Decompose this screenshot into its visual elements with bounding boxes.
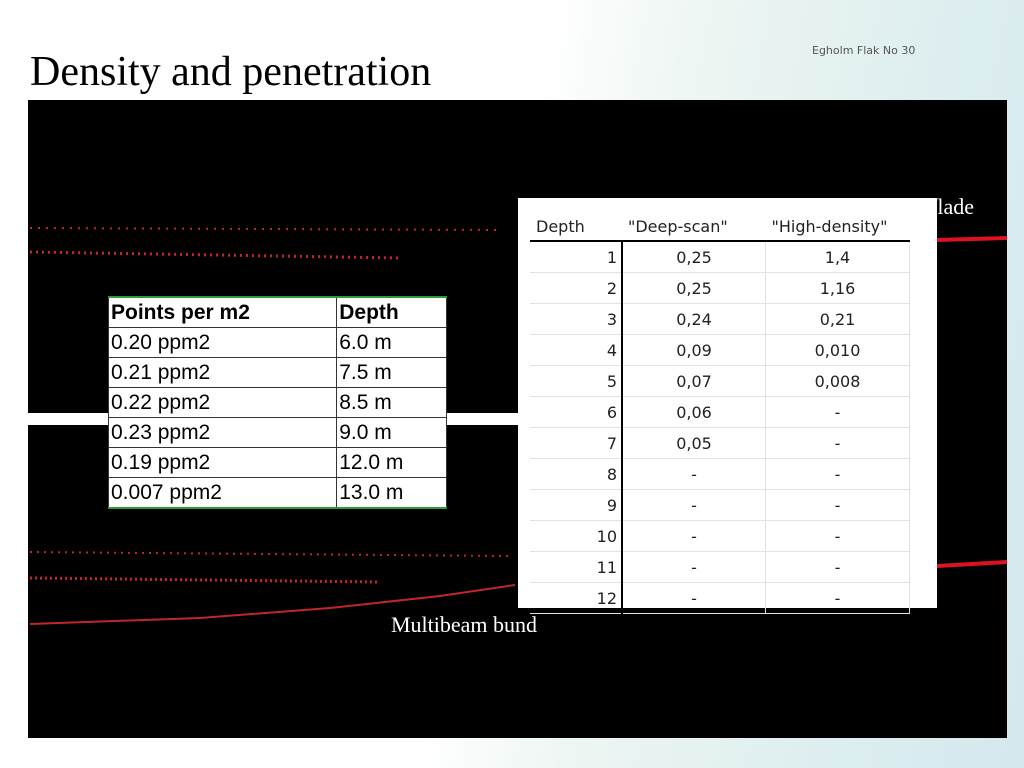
cell: - (765, 582, 910, 614)
points (29, 551, 511, 557)
points (29, 576, 381, 584)
cell: 0,09 (622, 334, 766, 366)
cell: 4 (530, 334, 623, 366)
cell: - (765, 396, 910, 428)
cell: 3 (530, 303, 623, 335)
cell: 8 (530, 458, 623, 490)
header-cell: Depth (336, 296, 447, 328)
row: 0.20 ppm2 6.0 m (107, 327, 447, 358)
cell: 0,008 (765, 365, 910, 397)
depth-table: Depth "Deep-scan" "High-density" 1 0,25 1,4 2 0… (530, 212, 910, 614)
cell: 1,16 (765, 272, 910, 304)
header-cell: "Deep-scan" (622, 212, 766, 242)
cell: 0,25 (622, 241, 766, 273)
cell: 9.0 m (336, 417, 447, 448)
row: 7 0,05- (530, 427, 910, 459)
row: 4 0,09 0,010 (530, 334, 910, 366)
row: 1 0,25 1,4 (530, 241, 910, 273)
row: 0.007 ppm2 13.0 m (107, 477, 447, 509)
cell: - (622, 458, 766, 490)
points (29, 227, 501, 231)
row: 11- - (530, 551, 910, 583)
cell: - (622, 520, 766, 552)
label: Multibeam bund (391, 612, 538, 637)
cell: 0,06 (622, 396, 766, 428)
header-cell: Depth (530, 212, 622, 242)
cell: 0,21 (765, 303, 910, 335)
row: 10- - (530, 520, 910, 552)
density-table: Points per m2 Depth 0.20 ppm2 6.0 m 0.21 ppm… (107, 296, 447, 509)
row: 6 0,06- (530, 396, 910, 428)
depth-table-image: Depth "Deep-scan" "High-density" 1 0,25 1,4 2 0… (518, 198, 937, 614)
cell: 11 (530, 551, 623, 583)
row: 9-- (530, 489, 910, 521)
cell: 0.21 ppm2 (107, 357, 338, 388)
row: 0.19 ppm2 12.0 m (107, 447, 447, 478)
cell: 0,010 (765, 334, 910, 366)
cell: 6 (530, 396, 623, 428)
cell: - (622, 582, 766, 614)
points (936, 560, 1008, 568)
row: 12- - (530, 582, 910, 614)
cell: 0.19 ppm2 (107, 447, 338, 478)
cell: - (622, 489, 766, 521)
row: 2 0,25 1,16 (530, 272, 910, 304)
cell: 1,4 (765, 241, 910, 273)
cell: 12.0 m (336, 447, 447, 478)
cell: 8.5 m (336, 387, 447, 418)
cell: 0,05 (622, 427, 766, 459)
slide-title: Density and penetration (30, 49, 432, 95)
row: 0.22 ppm2 8.5 m (107, 387, 447, 418)
header-cell: Points per m2 (107, 296, 338, 328)
row: 0.23 ppm2 9.0 m (107, 417, 447, 448)
cell: 0.22 ppm2 (107, 387, 338, 418)
cell: 2 (530, 272, 623, 304)
cell: 7 (530, 427, 623, 459)
points (29, 584, 516, 625)
label: flade (930, 194, 974, 219)
map-label: Egholm Flak No 30 (812, 44, 916, 57)
cell: 5 (530, 365, 623, 397)
cell: 13.0 m (336, 477, 447, 509)
cell: 9 (530, 489, 623, 521)
cell: - (765, 520, 910, 552)
cell: 0,24 (622, 303, 766, 335)
row: 3 0,24 0,21 (530, 303, 910, 335)
cell: - (765, 458, 910, 490)
points (936, 236, 1008, 242)
cell: 0,25 (622, 272, 766, 304)
cell: 6.0 m (336, 327, 447, 358)
cell: - (622, 551, 766, 583)
cell: 0.20 ppm2 (107, 327, 338, 358)
cell: 12 (530, 582, 623, 614)
points (29, 250, 401, 260)
header-cell: "High-density" (765, 212, 910, 242)
cell: - (765, 427, 910, 459)
cell: 0.007 ppm2 (107, 477, 338, 509)
cell: 1 (530, 241, 623, 273)
cell: 0.23 ppm2 (107, 417, 338, 448)
cell: - (765, 489, 910, 521)
cell: - (765, 551, 910, 583)
cell: 10 (530, 520, 623, 552)
row: 0.21 ppm2 7.5 m (107, 357, 447, 388)
cell: 7.5 m (336, 357, 447, 388)
row: 5 0,07 0,008 (530, 365, 910, 397)
cell: 0,07 (622, 365, 766, 397)
row: 8-- (530, 458, 910, 490)
